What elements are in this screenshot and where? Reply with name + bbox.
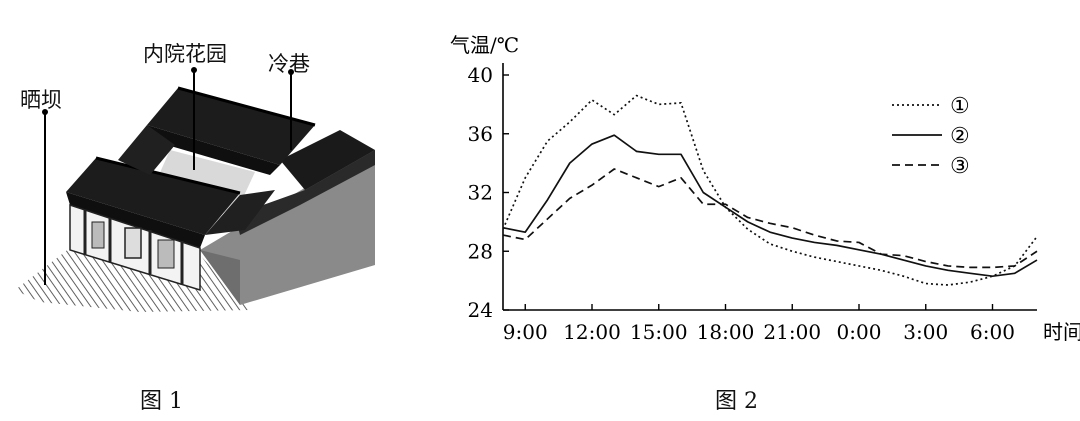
y-tick-label: 28	[468, 239, 493, 263]
x-tick-label: 3:00	[903, 320, 948, 344]
y-tick-label: 40	[468, 63, 493, 87]
house-illustration	[15, 67, 375, 312]
x-tick-label: 12:00	[563, 320, 621, 344]
x-tick-label: 18:00	[697, 320, 755, 344]
x-tick-label: 15:00	[630, 320, 688, 344]
figure-2-caption: 图 2	[715, 389, 758, 414]
x-tick-label: 9:00	[503, 320, 548, 344]
x-tick-label: 0:00	[837, 320, 882, 344]
figure-1-caption: 图 1	[140, 389, 183, 414]
figure-1: 内院花园 冷巷 晒坝 图 1	[0, 0, 420, 417]
figure-2: 24 28 32 36 40 9:00 12:00 15:00 18:00 21:00 0:00 3:…	[430, 0, 1080, 417]
legend-label-1: ①	[950, 94, 970, 119]
legend-label-2: ②	[950, 124, 970, 149]
label-cool-alley: 冷巷	[268, 52, 310, 76]
y-tick-label: 32	[468, 181, 493, 205]
label-drying-yard: 晒坝	[20, 88, 62, 112]
series-line-3	[502, 168, 1038, 269]
x-tick-label: 21:00	[763, 320, 821, 344]
y-axis-label: 气温/℃	[450, 33, 519, 57]
label-inner-garden: 内院花园	[143, 42, 227, 66]
y-tick-label: 36	[468, 122, 493, 146]
y-tick-label: 24	[468, 298, 493, 322]
legend-label-3: ③	[950, 154, 970, 179]
series-line-2	[502, 134, 1038, 278]
x-axis-label: 时间	[1043, 320, 1080, 344]
temperature-chart: 24 28 32 36 40 9:00 12:00 15:00 18:00 21:00 0:00 3:…	[450, 33, 1080, 344]
x-tick-label: 6:00	[970, 320, 1015, 344]
